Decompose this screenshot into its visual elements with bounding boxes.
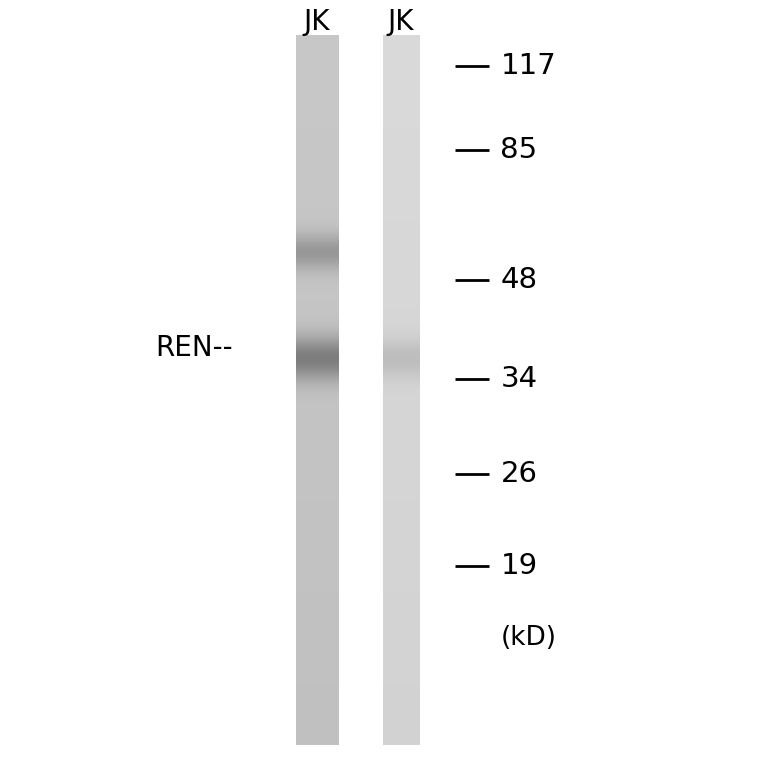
Text: 85: 85 bbox=[500, 136, 538, 164]
Text: JK: JK bbox=[388, 8, 414, 36]
Text: JK: JK bbox=[304, 8, 330, 36]
Text: REN--: REN-- bbox=[155, 335, 233, 362]
Text: 19: 19 bbox=[500, 552, 538, 580]
Text: (kD): (kD) bbox=[500, 625, 556, 651]
Text: 48: 48 bbox=[500, 266, 538, 294]
Text: 26: 26 bbox=[500, 460, 537, 488]
Text: 34: 34 bbox=[500, 365, 538, 393]
Text: 117: 117 bbox=[500, 53, 556, 80]
